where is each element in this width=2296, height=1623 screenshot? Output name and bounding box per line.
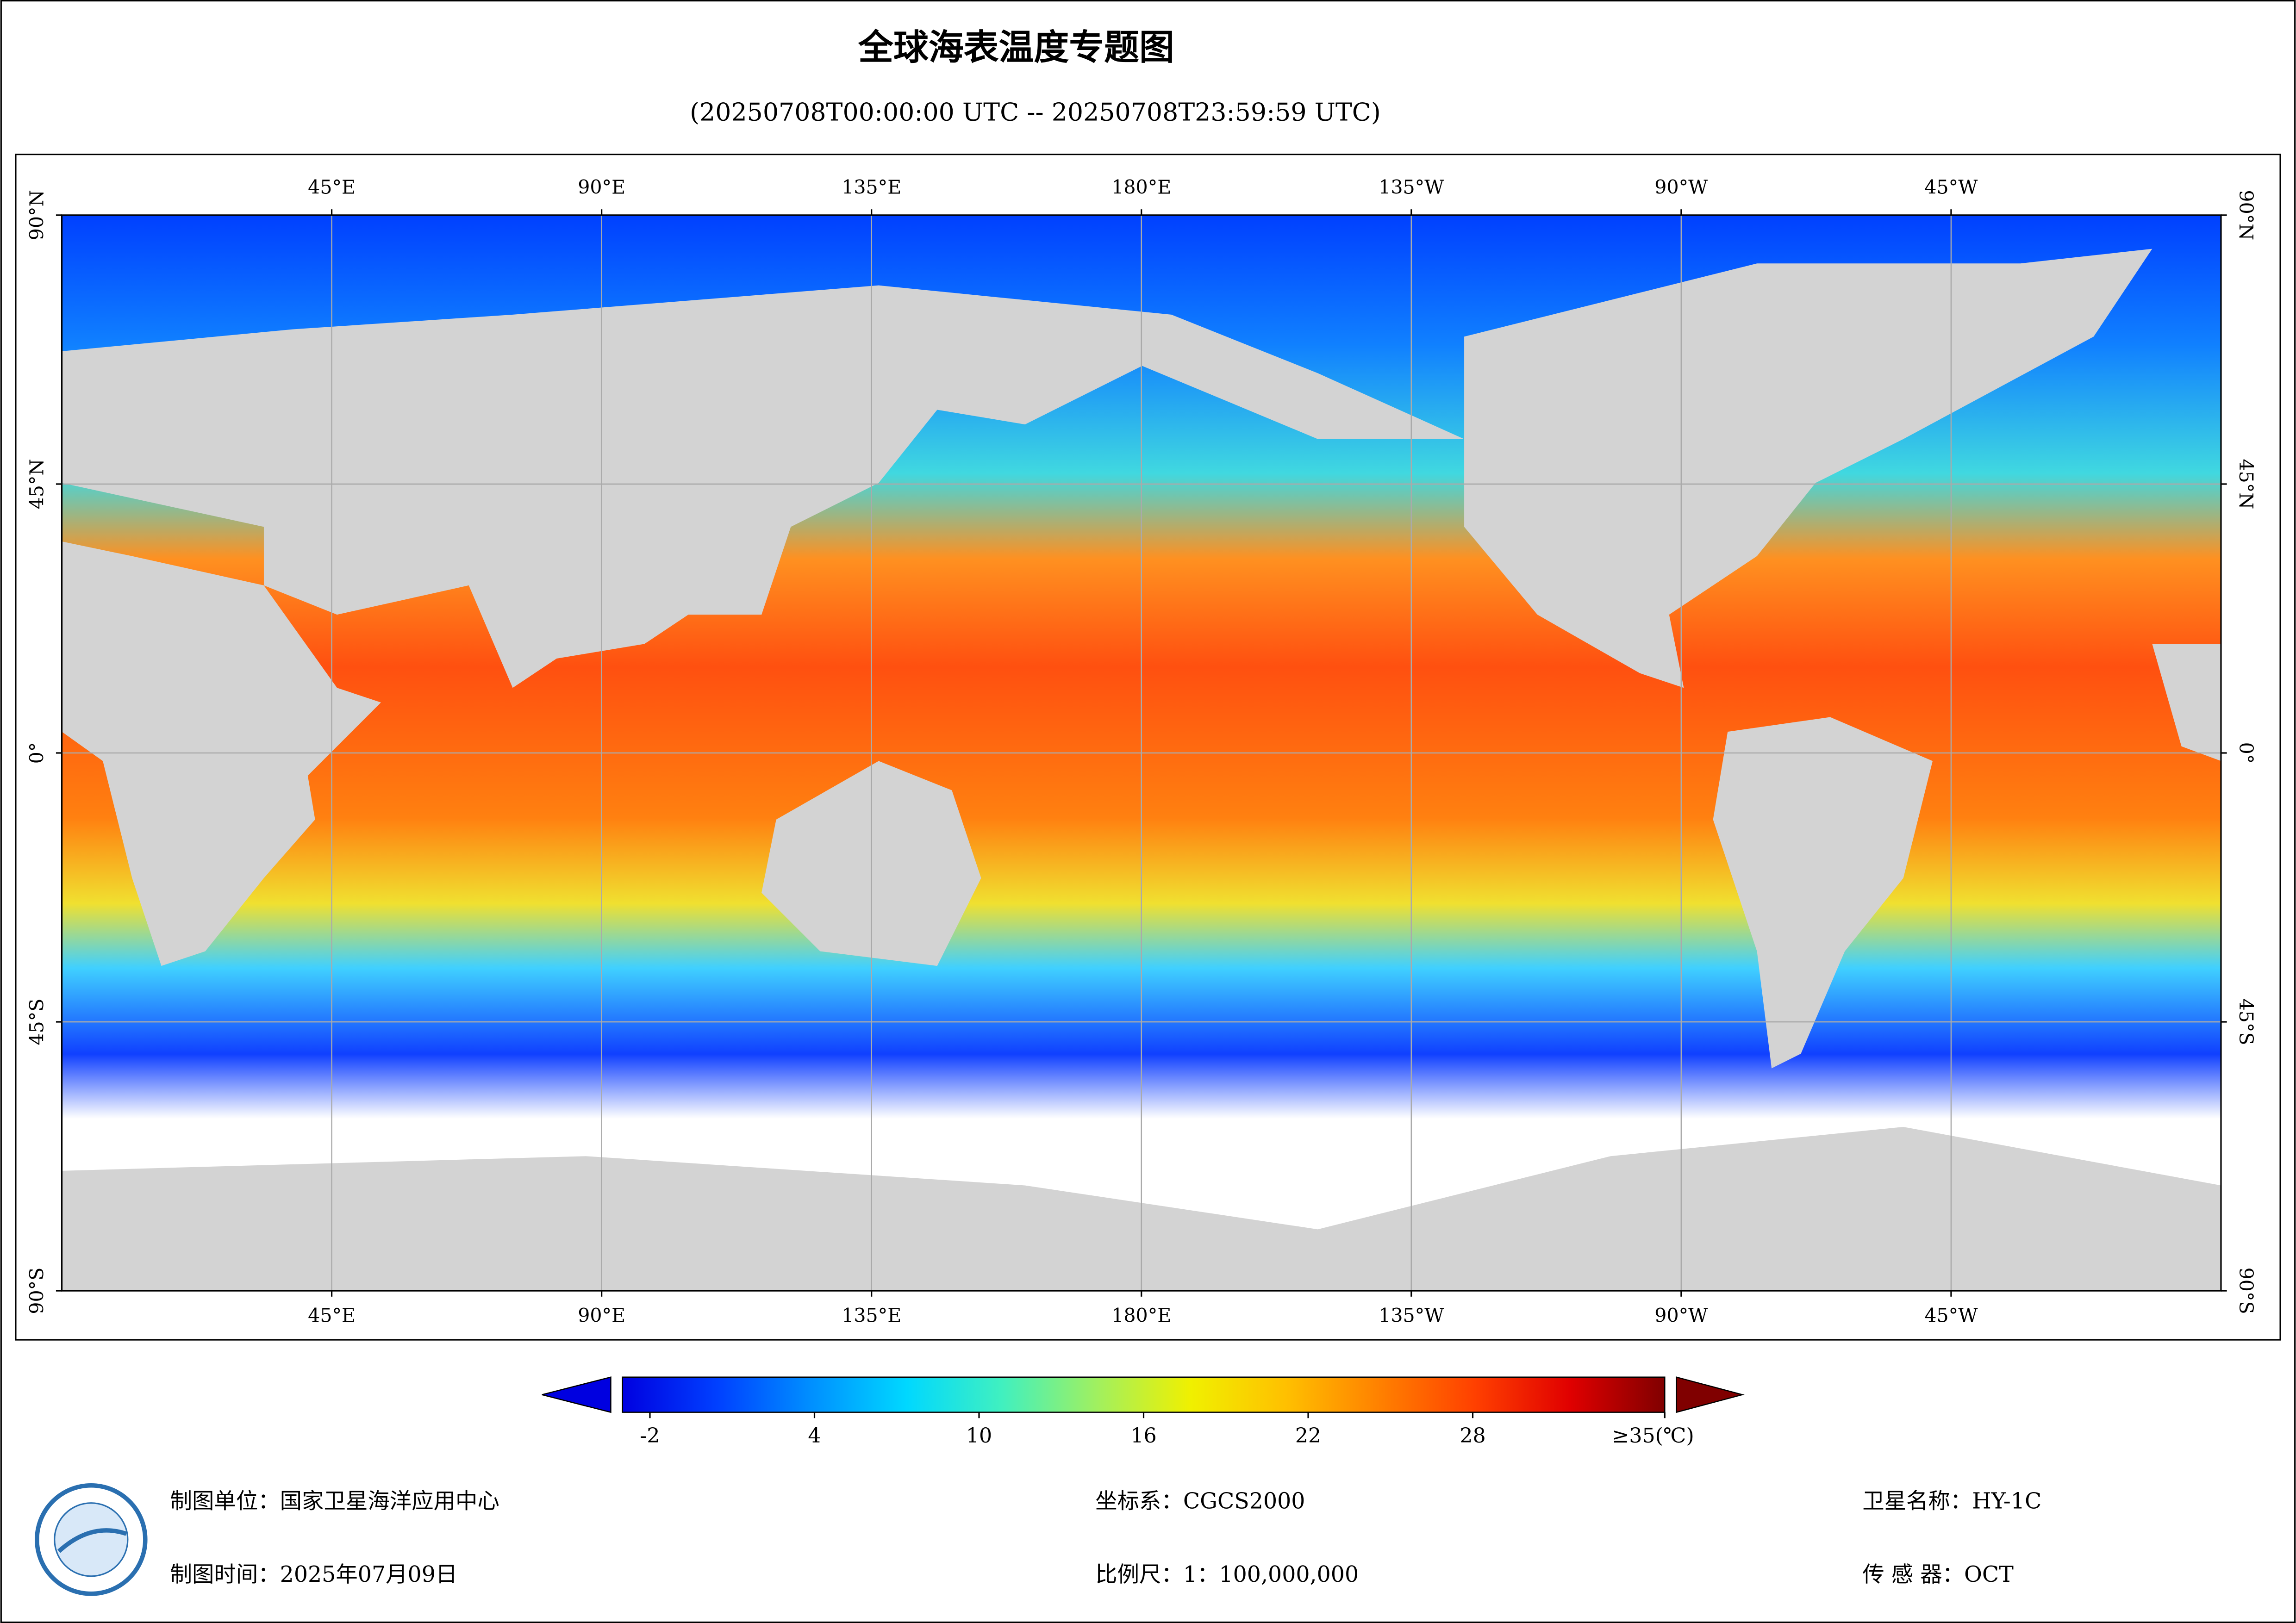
lat-label: 90°S (2235, 1268, 2257, 1314)
lon-label: 90°W (1654, 1305, 1708, 1327)
title: 全球海表温度专题图 (858, 27, 1174, 68)
date: 制图时间：2025年07月09日 (170, 1562, 458, 1587)
lat-label: 90°S (25, 1268, 48, 1314)
colorbar-label: ≥35(℃) (1612, 1424, 1694, 1448)
lat-label: 45°S (2235, 999, 2257, 1045)
under-arrow (542, 1376, 611, 1413)
lat-label: 0° (25, 742, 48, 764)
satellite: 卫星名称：HY-1C (1862, 1489, 2041, 1514)
map (61, 214, 2222, 1292)
lon-label: 135°W (1379, 1305, 1444, 1327)
lon-label: 45°E (308, 1305, 356, 1327)
lon-label: 45°W (1924, 176, 1978, 198)
lat-label: 90°N (25, 190, 48, 240)
lon-label: 135°E (842, 176, 901, 198)
lon-label: 135°W (1379, 176, 1444, 198)
lon-label: 180°E (1111, 176, 1171, 198)
over-arrow (1676, 1376, 1745, 1413)
lat-label: 45°S (25, 999, 48, 1045)
lon-label: 45°E (308, 176, 356, 198)
colorbar-ramp (622, 1376, 1666, 1413)
lon-label: 135°E (842, 1305, 901, 1327)
scale: 比例尺：1：100,000,000 (1095, 1562, 1359, 1587)
subtitle: (20250708T00:00:00 UTC -- 20250708T23:59… (690, 98, 1381, 127)
lat-label: 0° (2235, 742, 2257, 764)
colorbar-label: 22 (1295, 1424, 1321, 1448)
lat-label: 45°N (2235, 459, 2257, 510)
colorbar-label: -2 (640, 1424, 660, 1448)
map-frame (15, 154, 2281, 1341)
colorbar-label: 28 (1460, 1424, 1485, 1448)
unit: 制图单位：国家卫星海洋应用中心 (170, 1489, 499, 1514)
lat-label: 90°N (2235, 190, 2257, 240)
colorbar: -2 4 10 16 22 28 ≥35(℃) (542, 1376, 1745, 1448)
crs: 坐标系：CGCS2000 (1095, 1489, 1305, 1514)
colorbar-label: 16 (1130, 1424, 1156, 1448)
lon-label: 90°E (578, 1305, 625, 1327)
lon-label: 180°E (1111, 1305, 1171, 1327)
lat-label: 45°N (25, 459, 48, 510)
lon-label: 90°W (1654, 176, 1708, 198)
lon-label: 45°W (1924, 1305, 1978, 1327)
colorbar-label: 10 (966, 1424, 992, 1448)
lon-label: 90°E (578, 176, 625, 198)
logo (35, 1483, 148, 1596)
sensor: 传 感 器：OCT (1862, 1562, 2014, 1587)
colorbar-label: 4 (808, 1424, 821, 1448)
